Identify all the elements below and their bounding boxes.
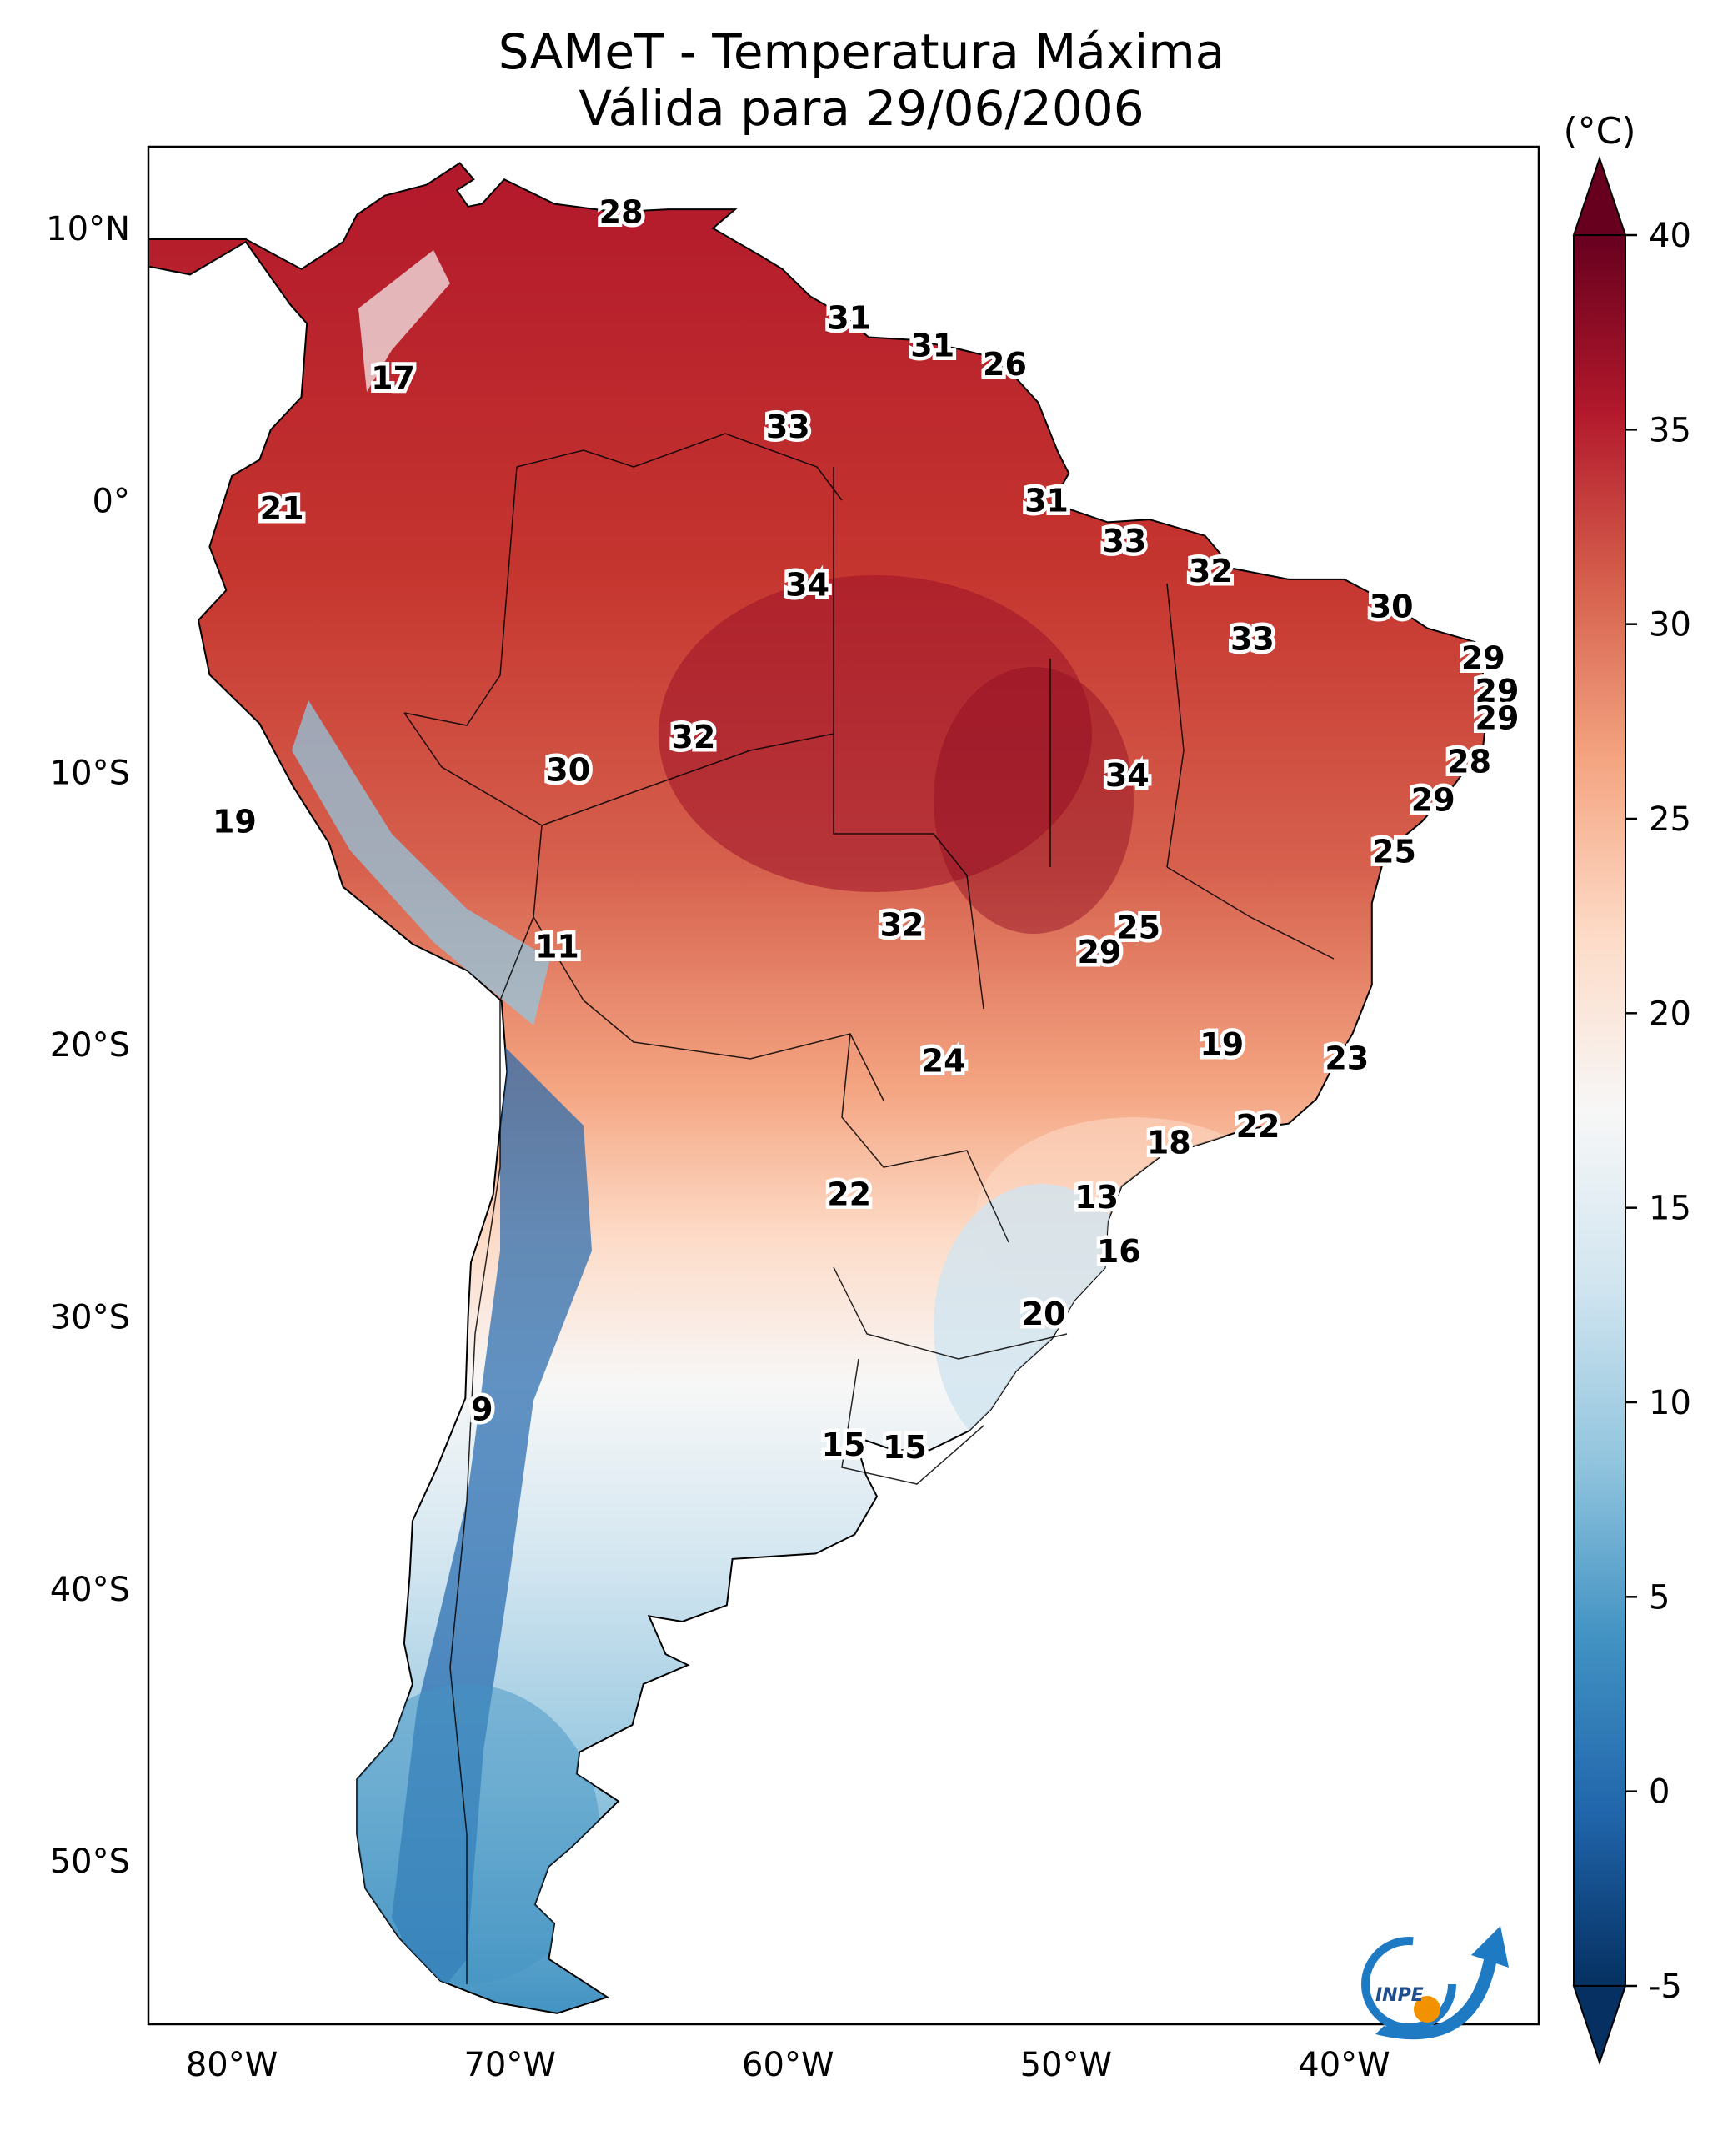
lon-tick-label: 50°W (1020, 2046, 1112, 2084)
temperature-label: 11 (535, 929, 579, 965)
peru-andes-cool-shade (292, 700, 550, 1025)
hot-core-shade (659, 575, 1092, 892)
colorbar-ticks: 40 35 30 25 20 15 10 5 0 -5 (1625, 217, 1691, 2006)
colorbar: (°C) 40 35 30 25 20 15 10 5 0 -5 (1563, 110, 1691, 2066)
inpe-logo-ring (1361, 1937, 1456, 2032)
colorbar-tick-label: 40 (1649, 217, 1691, 255)
inpe-logo-arrow (1375, 1926, 1509, 2040)
lat-tick-label: 10°N (46, 210, 130, 248)
colorbar-tick-label: 25 (1649, 800, 1691, 839)
map-title: SAMeT - Temperatura Máxima (498, 23, 1225, 80)
temperature-labels: 2817313126333133323021343329292928292532… (208, 190, 1522, 1470)
temperature-label: 26 (983, 346, 1027, 383)
border-chile-argentina (449, 916, 534, 1984)
temperature-label: 15 (883, 1429, 927, 1466)
colorbar-outline (1573, 235, 1626, 1986)
border-argentina-brazil (833, 1266, 1068, 1360)
lat-tick-label: 20°S (50, 1026, 130, 1065)
temperature-label: 32 (671, 719, 715, 755)
lat-tick-label: 40°S (50, 1571, 130, 1609)
temperature-label: 33 (1230, 621, 1275, 658)
inpe-logo-dot (1414, 1996, 1440, 2023)
lon-tick-label: 40°W (1298, 2046, 1390, 2084)
temperature-label: 34 (785, 566, 829, 603)
temperature-label: 29 (1475, 699, 1520, 736)
lon-tick-label: 70°W (463, 2046, 555, 2084)
colorbar-tick-label: 20 (1649, 995, 1691, 1033)
temperature-label: 31 (910, 327, 954, 364)
temperature-label: 31 (1024, 482, 1069, 519)
temperature-label: 23 (1325, 1040, 1369, 1076)
inpe-logo: INPE (1361, 1926, 1509, 2040)
temperature-label: 30 (1370, 589, 1414, 625)
longitude-tick-labels: 80°W 70°W 60°W 50°W 40°W (186, 2046, 1390, 2084)
lat-tick-label: 30°S (50, 1298, 130, 1336)
hot-core-east-shade (934, 667, 1134, 934)
temperature-label: 15 (822, 1426, 866, 1463)
border-north (516, 433, 843, 501)
temperature-label: 9 (471, 1391, 493, 1427)
colorbar-unit: (°C) (1563, 110, 1635, 153)
lat-tick-label: 10°S (50, 755, 130, 793)
temperature-label: 21 (260, 490, 304, 527)
border-colombia-peru (403, 466, 518, 726)
temperature-label: 25 (1116, 910, 1160, 946)
border-uruguay (841, 1358, 984, 1485)
temperature-label: 29 (1475, 673, 1520, 709)
colombia-andes-cool-shade (358, 250, 450, 392)
temperature-label: 31 (827, 300, 871, 337)
map-subtitle: Válida para 29/06/2006 (579, 80, 1144, 137)
temperature-label: 29 (1461, 640, 1505, 677)
lat-tick-label: 50°S (50, 1843, 130, 1881)
temperature-label: 24 (922, 1043, 966, 1080)
temperature-label: 28 (1447, 744, 1491, 780)
lon-tick-label: 80°W (186, 2046, 278, 2084)
border-bolivia-brazil (541, 733, 984, 1010)
colorbar-tick-label: 35 (1649, 411, 1691, 449)
temperature-label: 22 (827, 1176, 871, 1213)
temperature-label: 25 (1372, 833, 1416, 870)
temperature-label: 13 (1074, 1179, 1119, 1216)
inpe-logo-text: INPE (1375, 1985, 1424, 2006)
temperature-label: 22 (1236, 1108, 1280, 1145)
colorbar-tick-label: 30 (1649, 606, 1691, 644)
country-borders (403, 433, 1335, 1984)
border-bolivia-south (583, 1000, 884, 1101)
colorbar-tick-label: -5 (1649, 1968, 1682, 2006)
temperature-label: 33 (1102, 523, 1146, 559)
temperature-label: 30 (546, 751, 590, 788)
temperature-label: 18 (1147, 1125, 1191, 1161)
temperature-label: 32 (1189, 553, 1233, 589)
temperature-label: 33 (766, 409, 810, 445)
border-maranhao (1166, 583, 1185, 868)
temperature-label: 32 (880, 906, 924, 943)
colorbar-tick-label: 15 (1649, 1190, 1691, 1228)
temperature-label: 34 (1105, 757, 1150, 794)
colorbar-extend-min (1572, 1985, 1627, 2066)
temperature-label: 29 (1411, 781, 1455, 818)
temperature-label: 29 (1077, 934, 1121, 970)
lat-tick-label: 0° (93, 482, 130, 520)
temperature-label: 19 (1200, 1026, 1244, 1063)
temperature-label: 19 (213, 803, 257, 840)
temperature-label: 20 (1022, 1296, 1066, 1332)
lon-tick-label: 60°W (742, 2046, 834, 2084)
latitude-tick-labels: 10°N 0° 10°S 20°S 30°S 40°S 50°S (46, 210, 130, 1881)
colorbar-tick-label: 5 (1649, 1578, 1670, 1617)
colorbar-tick-label: 10 (1649, 1384, 1691, 1422)
temperature-label: 16 (1097, 1233, 1141, 1270)
colorbar-extend-max (1572, 155, 1627, 236)
colorbar-body (1574, 235, 1625, 1986)
temperature-label: 17 (371, 359, 415, 396)
temperature-label: 28 (599, 193, 644, 230)
border-bahia (1166, 866, 1335, 960)
border-paraguay (841, 1033, 1009, 1243)
colorbar-tick-label: 0 (1649, 1773, 1670, 1812)
